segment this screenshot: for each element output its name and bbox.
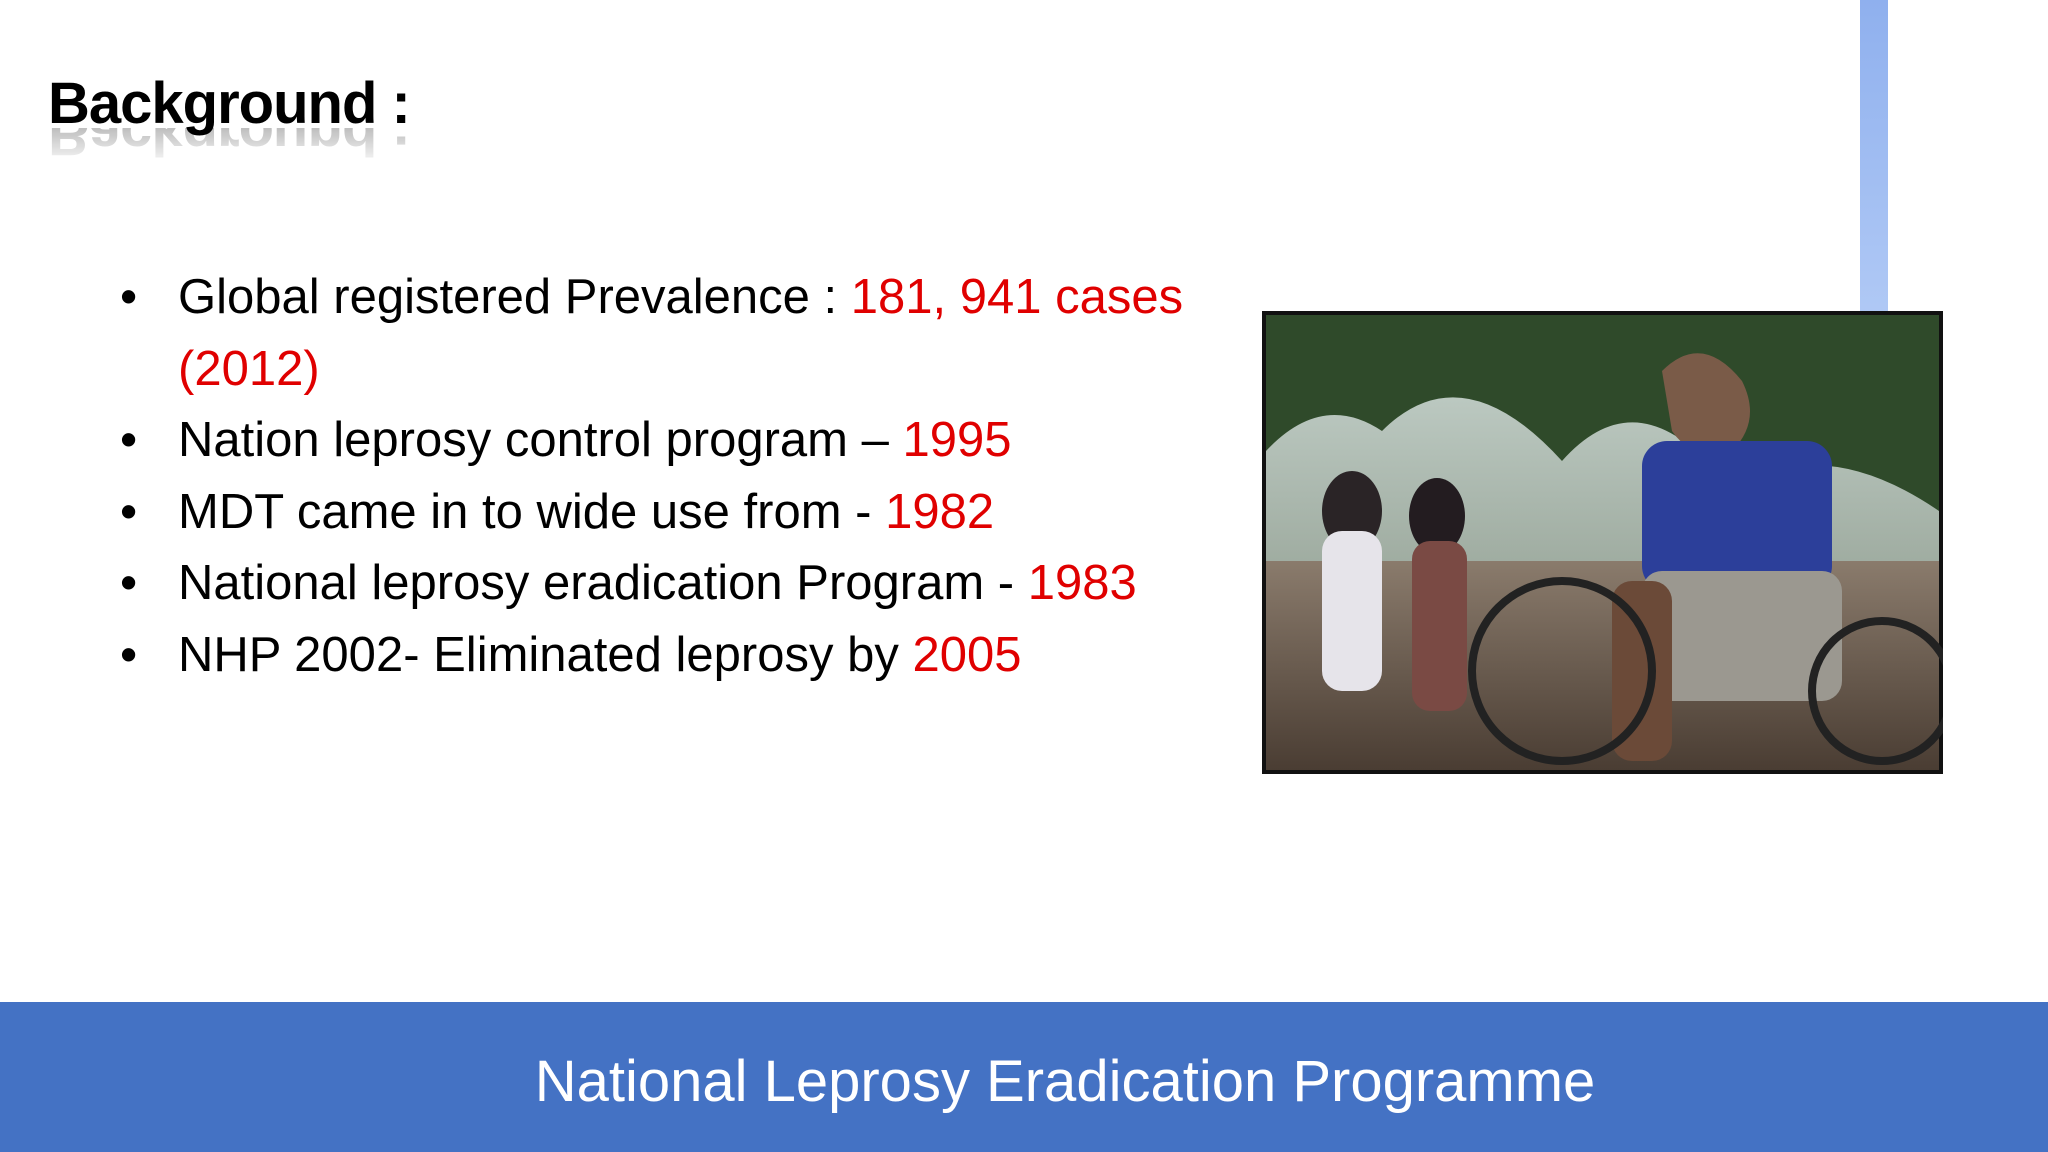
bullet-text: NHP 2002- Eliminated leprosy by xyxy=(178,627,913,682)
bullet-highlight: 181, 941 cases (2012) xyxy=(178,270,1184,396)
bullet-text: MDT came in to wide use from - xyxy=(178,484,886,539)
bullet-item: Global registered Prevalence : 181, 941 … xyxy=(120,262,1218,405)
slide-title: Background : xyxy=(48,71,411,136)
footer-band xyxy=(0,1002,2048,1152)
bullet-highlight: 1995 xyxy=(902,413,1012,467)
bullet-text: National leprosy eradication Program - xyxy=(178,556,1028,610)
photo xyxy=(1262,311,1943,774)
bullet-text: Global registered Prevalence : xyxy=(178,270,851,324)
title-reflection: Background : xyxy=(48,128,410,167)
bullet-list: Global registered Prevalence : 181, 941 … xyxy=(120,262,1218,691)
accent-bar xyxy=(1860,0,1888,355)
footer-text: National Leprosy Eradication Programme xyxy=(534,1049,1596,1114)
bullet-item: NHP 2002- Eliminated leprosy by 2005 xyxy=(120,620,1218,692)
bullet-highlight: 1983 xyxy=(1027,556,1137,610)
bullet-item: MDT came in to wide use from - 1982 xyxy=(120,477,1218,549)
bullet-highlight: 1982 xyxy=(885,484,995,539)
bullet-highlight: 2005 xyxy=(912,627,1022,682)
bullet-text: Nation leprosy control program – xyxy=(178,413,903,467)
bullet-item: Nation leprosy control program – 1995 xyxy=(120,405,1218,477)
bullet-item: National leprosy eradication Program - 1… xyxy=(120,548,1218,620)
